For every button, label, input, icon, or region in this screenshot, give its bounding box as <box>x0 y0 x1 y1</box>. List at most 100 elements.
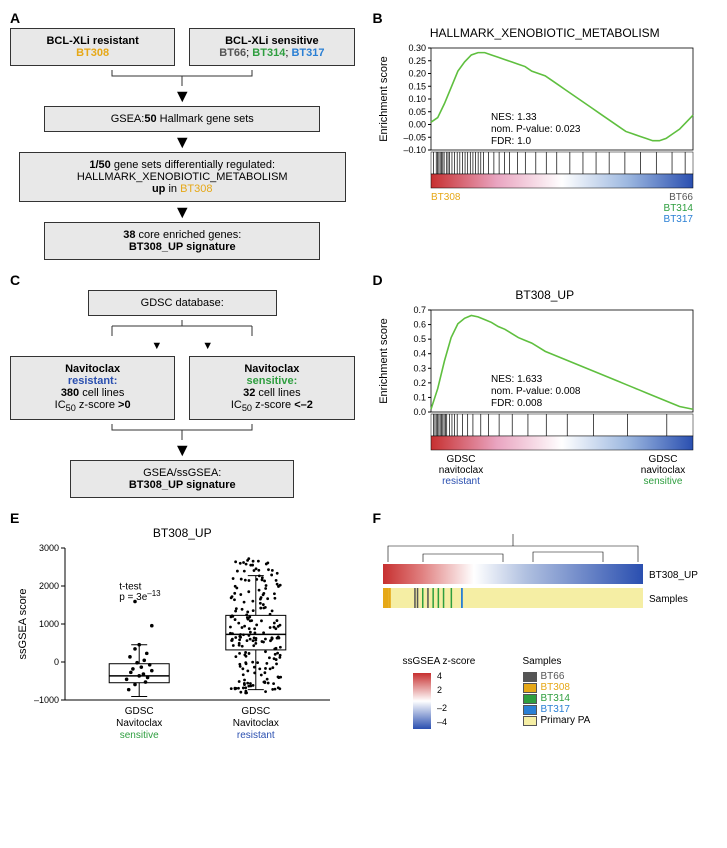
svg-text:Navitoclax: Navitoclax <box>116 718 162 729</box>
legend-item: BT66 <box>523 671 591 682</box>
legend-zscore: ssGSEA z-score 42–2–4 <box>403 656 493 734</box>
svg-text:4: 4 <box>437 671 442 681</box>
svg-text:0: 0 <box>54 657 59 667</box>
gsea-plot-D: 0.7 0.6 0.5 0.4 0.3 0.2 0.1 0.0 Enrichment score… <box>373 302 703 492</box>
panel-C: C GDSC database: ▼▼ Navitoclax resistant… <box>10 272 355 498</box>
svg-text:FDR: 0.008: FDR: 0.008 <box>491 398 543 409</box>
box-gsea50: GSEA:50 Hallmark gene sets <box>44 106 320 132</box>
svg-text:GDSC: GDSC <box>648 454 677 465</box>
arrow-A1: ▼ <box>173 90 191 102</box>
svg-text:0.6: 0.6 <box>413 320 426 330</box>
svg-text:resistant: resistant <box>237 730 275 741</box>
panel-D: D BT308_UP 0.7 0.6 0.5 0.4 0.3 0.2 0.1 0.0 Enric… <box>373 272 718 498</box>
svg-text:BT308: BT308 <box>431 192 461 203</box>
svg-text:Samples: Samples <box>649 594 688 605</box>
svg-text:nom. P-value: 0.008: nom. P-value: 0.008 <box>491 386 581 397</box>
svg-text:0.2: 0.2 <box>413 378 426 388</box>
panel-B: B HALLMARK_XENOBIOTIC_METABOLISM 0.30 0.2… <box>373 10 718 260</box>
svg-text:–2: –2 <box>437 703 447 713</box>
svg-text:GDSC: GDSC <box>446 454 475 465</box>
svg-text:–0.10: –0.10 <box>403 145 426 155</box>
svg-text:0.4: 0.4 <box>413 349 426 359</box>
boxplot-title-E: BT308_UP <box>10 526 355 540</box>
svg-text:Enrichment score: Enrichment score <box>378 56 390 142</box>
svg-text:FDR: 1.0: FDR: 1.0 <box>491 136 531 147</box>
svg-text:BT308_UP: BT308_UP <box>649 570 698 581</box>
svg-text:0.15: 0.15 <box>408 81 426 91</box>
svg-text:NES: 1.633: NES: 1.633 <box>491 374 543 385</box>
svg-text:2000: 2000 <box>39 581 59 591</box>
svg-text:0.7: 0.7 <box>413 305 426 315</box>
svg-text:0.1: 0.1 <box>413 392 426 402</box>
svg-text:Enrichment score: Enrichment score <box>378 318 390 404</box>
flowchart-A: BCL-XLi resistant BT308 BCL-XLi sensitiv… <box>10 10 355 260</box>
svg-text:GDSC: GDSC <box>241 706 270 717</box>
panel-E: E BT308_UP 3000 2000 1000 0 –1000 ssGSEA scor… <box>10 510 355 760</box>
svg-text:0.0: 0.0 <box>413 407 426 417</box>
svg-text:sensitive: sensitive <box>120 730 159 741</box>
boxplot-E: 3000200010000–1000ssGSEA scoret-testp = … <box>10 540 340 760</box>
svg-text:resistant: resistant <box>442 476 480 487</box>
arrow-A2: ▼ <box>173 136 191 148</box>
arrow-A3: ▼ <box>173 206 191 218</box>
svg-text:–4: –4 <box>437 717 447 727</box>
svg-text:ssGSEA score: ssGSEA score <box>17 589 29 660</box>
box-ssgsea: GSEA/ssGSEA:BT308_UP signature <box>70 460 294 498</box>
gsea-title-B: HALLMARK_XENOBIOTIC_METABOLISM <box>373 26 718 40</box>
svg-text:0.05: 0.05 <box>408 107 426 117</box>
svg-text:–0.05: –0.05 <box>403 132 426 142</box>
svg-text:navitoclax: navitoclax <box>438 465 482 476</box>
svg-text:GDSC: GDSC <box>125 706 154 717</box>
panel-F: F BT308_UPSamples ssGSEA z-score 42–2–4 … <box>373 510 718 760</box>
box-navit-resistant: Navitoclax resistant: 380 cell lines IC5… <box>10 356 175 420</box>
svg-text:BT314: BT314 <box>663 203 693 214</box>
svg-text:0.20: 0.20 <box>408 69 426 79</box>
svg-text:sensitive: sensitive <box>643 476 682 487</box>
flowchart-C: GDSC database: ▼▼ Navitoclax resistant: … <box>10 272 355 498</box>
gsea-plot-B: 0.30 0.25 0.20 0.15 0.10 0.05 0.00 –0.05 –0.10 En… <box>373 40 703 230</box>
legend-item: BT314 <box>523 693 591 704</box>
svg-text:2: 2 <box>437 685 442 695</box>
connector-A1 <box>72 70 292 86</box>
panel-label-D: D <box>373 272 383 288</box>
box-hallmark: 1/50 gene sets differentially regulated:… <box>19 152 346 202</box>
panel-A: A BCL-XLi resistant BT308 BCL-XLi sensit… <box>10 10 355 260</box>
svg-text:–1000: –1000 <box>34 695 59 705</box>
panel-label-A: A <box>10 10 20 26</box>
svg-text:1000: 1000 <box>39 619 59 629</box>
legend-samples: Samples BT66BT308BT314BT317Primary PA <box>523 656 591 734</box>
svg-text:BT317: BT317 <box>663 214 693 225</box>
svg-text:nom. P-value: 0.023: nom. P-value: 0.023 <box>491 124 581 135</box>
arrow-C: ▼ <box>173 444 191 456</box>
svg-text:BT66: BT66 <box>669 192 693 203</box>
panel-label-C: C <box>10 272 20 288</box>
box-38genes: 38 core enriched genes: BT308_UP signatu… <box>44 222 320 260</box>
panel-label-B: B <box>373 10 383 26</box>
svg-text:3000: 3000 <box>39 543 59 553</box>
connector-C2 <box>72 424 292 440</box>
connector-C1 <box>72 320 292 336</box>
svg-text:navitoclax: navitoclax <box>640 465 684 476</box>
heatmap-F: BT308_UP Samples <box>373 526 713 646</box>
legend-F: ssGSEA z-score 42–2–4 Samples BT66BT308B… <box>373 656 718 734</box>
figure-root: A BCL-XLi resistant BT308 BCL-XLi sensit… <box>10 10 717 760</box>
legend-item: Primary PA <box>523 715 591 726</box>
svg-text:0.5: 0.5 <box>413 334 426 344</box>
gsea-title-D: BT308_UP <box>373 288 718 302</box>
svg-text:0.25: 0.25 <box>408 56 426 66</box>
svg-text:0.30: 0.30 <box>408 43 426 53</box>
panel-label-F: F <box>373 510 382 526</box>
box-gdsc: GDSC database: <box>88 290 277 316</box>
svg-text:0.3: 0.3 <box>413 363 426 373</box>
box-navit-sensitive: Navitoclax sensitive: 32 cell lines IC50… <box>189 356 354 420</box>
svg-text:0.10: 0.10 <box>408 94 426 104</box>
box-sensitive: BCL-XLi sensitive BT66; BT314; BT317 <box>189 28 354 66</box>
panel-label-E: E <box>10 510 19 526</box>
svg-text:NES: 1.33: NES: 1.33 <box>491 112 537 123</box>
svg-text:Navitoclax: Navitoclax <box>233 718 279 729</box>
svg-text:0.00: 0.00 <box>408 120 426 130</box>
box-resistant: BCL-XLi resistant BT308 <box>10 28 175 66</box>
svg-text:t-test: t-test <box>119 582 141 593</box>
legend-item: BT317 <box>523 704 591 715</box>
legend-item: BT308 <box>523 682 591 693</box>
